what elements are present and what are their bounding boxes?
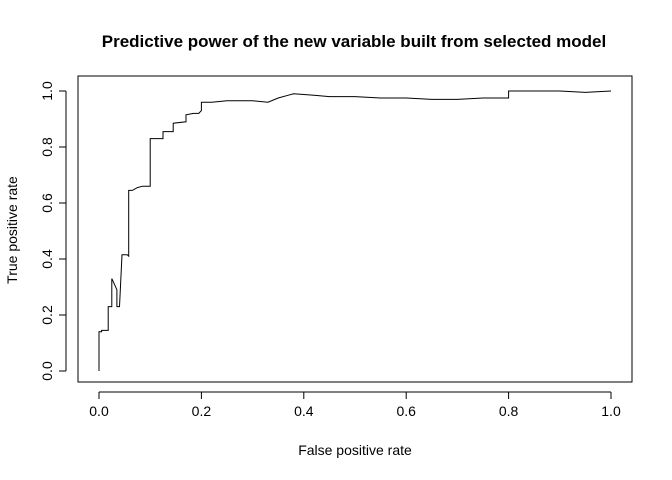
roc-curve-line (98, 90, 612, 371)
y-tick-label: 0.2 (39, 305, 55, 325)
y-tick-label: 1.0 (39, 81, 55, 101)
y-tick-label: 0.0 (39, 361, 55, 381)
y-axis-label: True positive rate (4, 176, 20, 284)
x-tick-label: 0.6 (396, 403, 416, 419)
y-tick-label: 0.8 (39, 137, 55, 157)
x-tick-label: 0.8 (499, 403, 519, 419)
x-tick-label: 0.4 (294, 403, 314, 419)
x-tick-label: 0.2 (192, 403, 212, 419)
x-ticks: 0.0 0.2 0.4 0.6 0.8 1.0 (89, 392, 621, 419)
y-ticks: 0.0 0.2 0.4 0.6 0.8 1.0 (39, 81, 66, 381)
y-tick-label: 0.4 (39, 249, 55, 269)
x-axis-label: False positive rate (298, 442, 412, 458)
x-tick-label: 0.0 (89, 403, 109, 419)
plot-frame (77, 75, 633, 383)
chart-title: Predictive power of the new variable bui… (102, 32, 606, 51)
y-tick-label: 0.6 (39, 193, 55, 213)
x-tick-label: 1.0 (601, 403, 621, 419)
